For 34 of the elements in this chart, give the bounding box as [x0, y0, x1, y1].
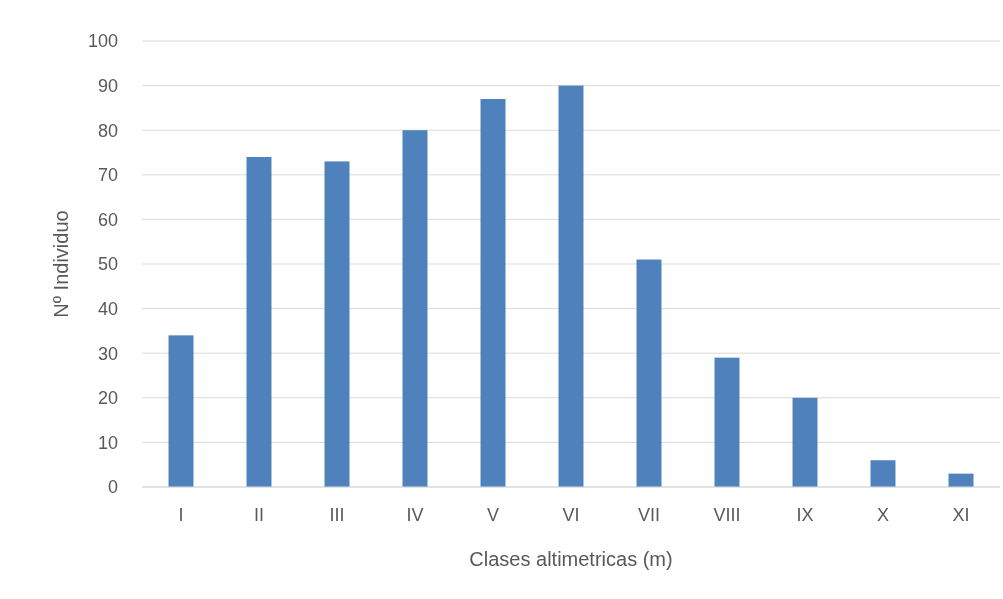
y-tick-label: 50 [97, 254, 118, 275]
x-tick-label: X [876, 505, 890, 525]
bar [870, 460, 896, 487]
y-tick-label: 80 [97, 120, 118, 141]
x-tick-label: IV [406, 505, 424, 525]
x-tick-label: VII [637, 505, 661, 525]
y-tick-label: 10 [97, 432, 118, 453]
bar [480, 98, 506, 487]
bar [324, 161, 350, 487]
x-axis-title: Clases altimetricas (m) [469, 548, 673, 570]
y-tick-label: 100 [87, 31, 118, 52]
x-tick-label: II [253, 505, 265, 525]
x-tick-label: V [486, 505, 500, 525]
bar [168, 335, 194, 487]
x-tick-label: VI [562, 505, 580, 525]
x-tick-label: XI [952, 505, 970, 525]
y-tick-label: 20 [97, 388, 118, 409]
bar [792, 397, 818, 487]
bar [402, 130, 428, 487]
y-tick-label: 70 [97, 165, 118, 186]
y-tick-label: 90 [97, 75, 118, 96]
x-tick-label: I [178, 505, 184, 525]
bar [558, 85, 584, 487]
y-axis-title: Nº Individuo [50, 210, 72, 318]
bar [714, 357, 740, 487]
y-tick-label: 60 [97, 209, 118, 230]
y-tick-label: 40 [97, 298, 118, 319]
x-tick-label: III [329, 505, 345, 525]
x-tick-label: VIII [713, 505, 741, 525]
x-tick-label: IX [796, 505, 814, 525]
y-tick-label: 30 [97, 343, 118, 364]
bar [636, 259, 662, 487]
y-tick-label: 0 [107, 477, 118, 498]
bar [246, 156, 272, 487]
